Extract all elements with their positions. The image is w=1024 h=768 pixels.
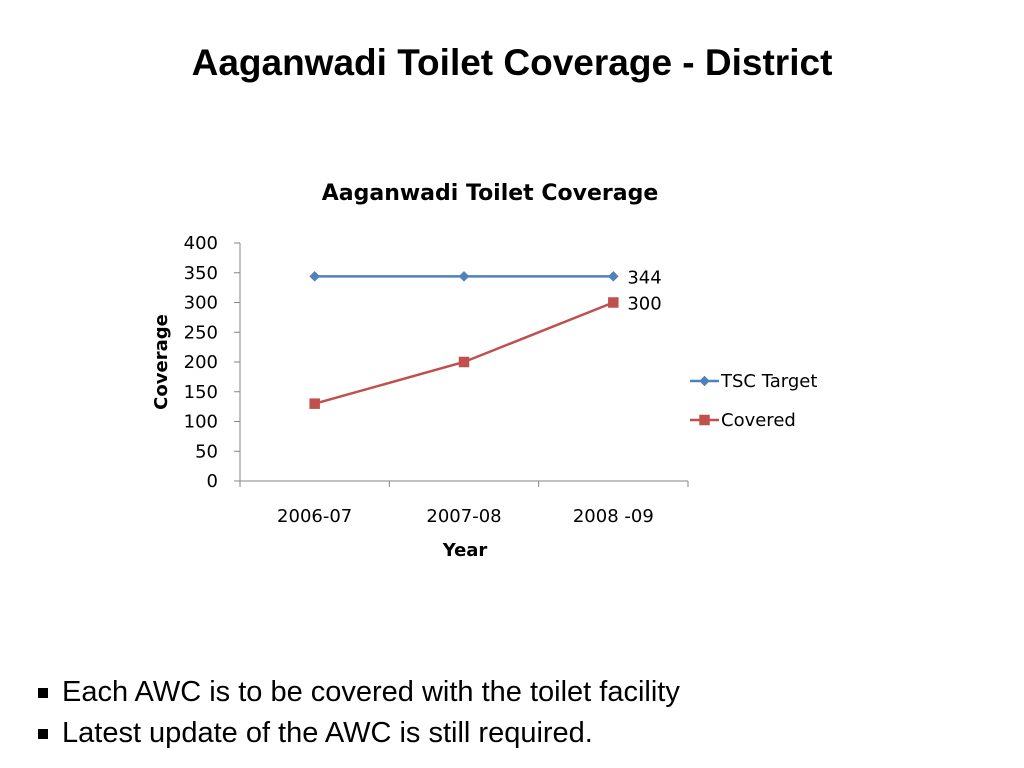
y-tick-label: 400 [184, 233, 218, 254]
y-tick-labels: 0 50 100 150 200 250 300 350 400 [184, 233, 218, 492]
bullet-item: Each AWC is to be covered with the toile… [38, 672, 680, 713]
data-label: 344 [627, 267, 661, 288]
chart-axes [234, 242, 689, 487]
series-tsc-target: 344 [309, 267, 662, 288]
y-tick-label: 150 [184, 382, 218, 403]
data-point [458, 270, 470, 282]
y-tick-label: 50 [195, 441, 218, 462]
x-axis-label: Year [442, 540, 488, 561]
square-bullet-icon [38, 728, 48, 739]
bullet-list: Each AWC is to be covered with the toile… [38, 672, 680, 754]
data-point [607, 270, 619, 282]
y-axis-label: Coverage [151, 314, 172, 410]
legend-label: Covered [721, 410, 796, 431]
bullet-item: Latest update of the AWC is still requir… [38, 713, 680, 754]
y-tick-label: 350 [184, 263, 218, 284]
slide-title: Aaganwadi Toilet Coverage - District [191, 42, 833, 83]
data-point [608, 297, 619, 308]
legend-marker [699, 414, 710, 426]
chart-title: Aaganwadi Toilet Coverage [322, 181, 659, 206]
y-tick-label: 300 [184, 293, 218, 314]
x-tick-label: 2008 -09 [573, 506, 654, 527]
data-point [309, 398, 320, 409]
bullet-text: Latest update of the AWC is still requir… [62, 717, 593, 749]
bullet-text: Each AWC is to be covered with the toile… [62, 676, 680, 708]
y-tick-label: 250 [184, 322, 218, 343]
y-tick-label: 100 [184, 412, 218, 433]
y-tick-label: 0 [207, 471, 218, 492]
x-tick-label: 2007-08 [426, 506, 501, 527]
series-covered: 300 [309, 294, 662, 409]
legend-marker [699, 375, 710, 387]
data-label: 300 [627, 294, 661, 315]
data-point [458, 356, 470, 368]
legend-label: TSC Target [720, 371, 817, 392]
x-tick-label: 2006-07 [277, 506, 352, 527]
y-tick-label: 200 [184, 352, 218, 373]
x-tick-labels: 2006-07 2007-08 2008 -09 [277, 506, 654, 527]
square-bullet-icon [38, 687, 48, 698]
chart-legend: TSC Target Covered [690, 371, 817, 431]
legend-item: TSC Target [690, 371, 817, 392]
legend-item: Covered [690, 410, 796, 431]
series-line [314, 301, 614, 405]
data-point [309, 270, 321, 282]
